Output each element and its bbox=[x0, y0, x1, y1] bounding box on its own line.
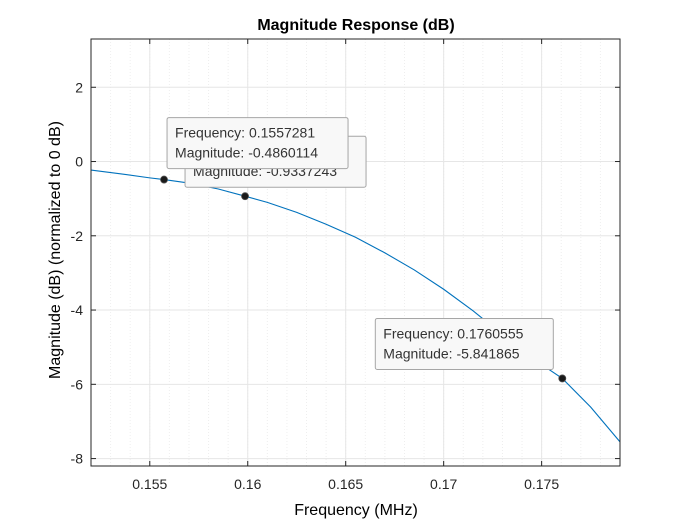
y-tick-label: -4 bbox=[71, 302, 84, 318]
datatip-0: Frequency: 0.1557281 Magnitude: -0.486011… bbox=[166, 117, 349, 170]
x-tick-label: 0.155 bbox=[132, 476, 167, 492]
y-tick-label: 2 bbox=[75, 79, 83, 95]
plot-background bbox=[91, 39, 620, 466]
datatip-marker bbox=[241, 192, 249, 201]
datatip-marker bbox=[160, 175, 168, 184]
x-tick-label: 0.17 bbox=[430, 476, 457, 492]
datatip-magnitude-text: Magnitude: -5.841865 bbox=[383, 345, 519, 361]
datatip-box bbox=[166, 117, 349, 170]
y-tick-label: 0 bbox=[75, 154, 83, 170]
y-tick-label: -8 bbox=[71, 451, 84, 467]
datatip-frequency-text: Frequency: 0.1760555 bbox=[383, 325, 523, 341]
datatip-2: Frequency: 0.1760555 Magnitude: -5.841865 bbox=[374, 317, 554, 370]
y-axis-label: Magnitude (dB) (normalized to 0 dB) bbox=[47, 121, 64, 379]
axes-box bbox=[90, 38, 621, 467]
datatip-marker bbox=[558, 374, 567, 383]
x-tick-label: 0.175 bbox=[524, 476, 559, 492]
x-axis-label: Frequency (MHz) bbox=[294, 502, 418, 519]
x-tick-label: 0.165 bbox=[328, 476, 363, 492]
plot-area: 0.155 0.16 0.165 0.17 0.175 -8 -6 -4 -2 0 2 bbox=[71, 38, 621, 492]
datatip-magnitude-text: Magnitude: -0.4860114 bbox=[175, 145, 318, 161]
datatip-frequency-text: Frequency: 0.1557281 bbox=[175, 125, 315, 141]
datatips: Frequency: 0.1598625Magnitude: -0.933724… bbox=[160, 117, 567, 383]
y-tick-label: -6 bbox=[71, 376, 84, 392]
y-tick-label: -2 bbox=[71, 228, 84, 244]
chart-title: Magnitude Response (dB) bbox=[257, 17, 454, 34]
datatip-box bbox=[374, 317, 554, 370]
x-tick-label: 0.16 bbox=[234, 476, 261, 492]
